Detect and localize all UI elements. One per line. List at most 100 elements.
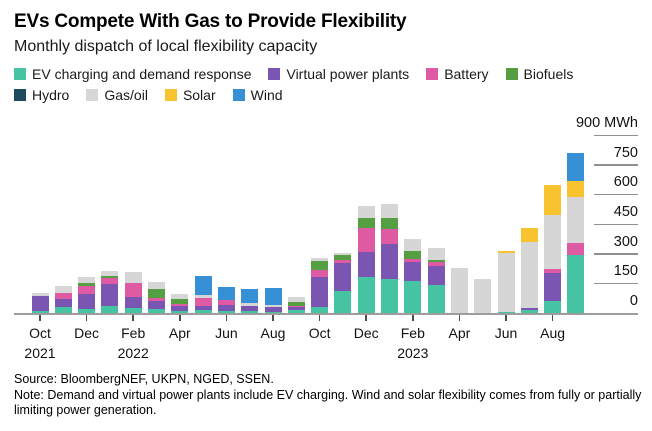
x-tick-month-label: Oct	[29, 325, 51, 341]
bar-segment-virtual-power-plants	[101, 284, 119, 307]
bar-segment-gas-oil	[567, 197, 585, 243]
bar-segment-virtual-power-plants	[404, 261, 422, 282]
bar-segment-solar	[520, 227, 538, 242]
y-tick-label-750: 750	[613, 144, 638, 161]
legend-label: Virtual power plants	[286, 66, 410, 82]
bar-segment-ev-charging-and-demand-response	[497, 312, 515, 313]
bar-segment-battery	[381, 228, 398, 244]
y-tick-line-600	[594, 193, 638, 196]
bar-segment-ev-charging-and-demand-response	[427, 285, 445, 313]
bar-segment-solar	[567, 181, 585, 198]
bar-segment-battery	[567, 242, 585, 255]
bar-segment-battery	[427, 261, 445, 266]
y-tick-label-600: 600	[613, 174, 638, 191]
bar-segment-ev-charging-and-demand-response	[31, 311, 49, 313]
bar-segment-gas-oil	[241, 303, 259, 307]
bar-segment-virtual-power-plants	[520, 308, 538, 311]
bar-segment-ev-charging-and-demand-response	[101, 306, 119, 313]
bar-segment-virtual-power-plants	[54, 299, 72, 308]
bar-segment-virtual-power-plants	[148, 301, 165, 310]
bar-segment-battery	[194, 298, 212, 307]
y-tick-line-450	[594, 223, 638, 225]
legend-item-solar: Solar	[164, 87, 216, 103]
y-tick-line-300	[594, 253, 638, 255]
bar-aug-2023	[544, 185, 562, 313]
legend-label: Wind	[250, 87, 283, 103]
x-tick-aug	[272, 315, 274, 321]
x-tick-jun	[505, 315, 507, 321]
bar-segment-solar	[544, 185, 562, 216]
chart-subtitle: Monthly dispatch of local flexibility ca…	[14, 38, 318, 55]
bar-segment-gas-oil	[264, 305, 282, 308]
bar-segment-virtual-power-plants	[357, 251, 375, 278]
x-tick-month-label: Apr	[448, 325, 471, 341]
x-tick-feb-2023	[412, 315, 414, 321]
bar-segment-wind	[194, 276, 212, 296]
bar-feb-2022	[124, 272, 142, 313]
legend-swatch-ev-charging-and-demand-response	[14, 68, 26, 80]
chart-title: EVs Compete With Gas to Provide Flexibil…	[14, 11, 407, 32]
x-tick-apr	[458, 315, 461, 321]
x-axis-line	[14, 313, 638, 315]
x-tick-year-label: 2023	[397, 345, 429, 361]
bar-segment-gas-oil	[31, 293, 49, 297]
bar-jan-2022	[101, 271, 119, 313]
legend-item-gas-oil: Gas/oil	[86, 87, 148, 103]
bar-segment-virtual-power-plants	[311, 277, 329, 308]
legend-swatch-battery	[426, 68, 439, 80]
bar-segment-gas-oil	[78, 277, 96, 284]
bar-segment-battery	[101, 278, 119, 285]
bar-feb-2023	[404, 238, 422, 313]
bar-segment-gas-oil	[311, 257, 329, 261]
bar-segment-ev-charging-and-demand-response	[357, 277, 375, 313]
bar-segment-gas-oil	[148, 282, 165, 290]
bar-segment-gas-oil	[497, 252, 515, 312]
bar-segment-biofuels	[101, 276, 119, 279]
bar-segment-ev-charging-and-demand-response	[381, 279, 398, 313]
bar-segment-gas-oil	[287, 297, 305, 303]
bar-segment-gas-oil	[334, 252, 352, 255]
bar-sep-2023	[567, 152, 585, 313]
footer: Source: BloombergNEF, UKPN, NGED, SSEN. …	[14, 372, 642, 419]
x-tick-month-label: Dec	[353, 325, 379, 341]
y-tick-label-300: 300	[613, 233, 638, 250]
x-tick-aug	[551, 315, 554, 321]
bar-segment-gas-oil	[427, 247, 445, 260]
bar-segment-wind	[217, 287, 235, 301]
bar-segment-virtual-power-plants	[194, 306, 212, 311]
bar-segment-battery	[217, 300, 235, 306]
bar-nov-2022	[334, 252, 352, 313]
legend-label: Gas/oil	[104, 87, 148, 103]
bar-segment-ev-charging-and-demand-response	[54, 307, 72, 313]
x-tick-month-label: Feb	[121, 325, 146, 341]
bar-segment-gas-oil	[194, 295, 212, 299]
x-tick-year-label: 2021	[24, 345, 56, 361]
bar-segment-virtual-power-plants	[241, 306, 259, 312]
bar-sep-2022	[287, 297, 305, 313]
bar-segment-ev-charging-and-demand-response	[287, 310, 305, 313]
x-tick-dec	[365, 315, 367, 321]
legend-item-wind: Wind	[232, 87, 283, 103]
bar-mar-2023	[427, 247, 445, 313]
bar-segment-solar	[497, 250, 515, 253]
bar-segment-wind	[264, 288, 282, 306]
bar-segment-battery	[334, 259, 352, 263]
bar-segment-ev-charging-and-demand-response	[124, 308, 142, 313]
bar-segment-biofuels	[357, 218, 375, 228]
x-tick-feb-2022	[132, 315, 134, 321]
bar-segment-virtual-power-plants	[264, 307, 282, 312]
x-tick-month-label: Aug	[260, 325, 286, 341]
y-tick-label-0: 0	[629, 293, 638, 309]
bar-segment-gas-oil	[450, 267, 468, 313]
bar-jan-2023	[381, 204, 398, 313]
bar-oct-2021	[31, 293, 49, 313]
bar-segment-virtual-power-plants	[381, 243, 398, 280]
source-text: Source: BloombergNEF, UKPN, NGED, SSEN.	[14, 372, 274, 386]
bar-segment-ev-charging-and-demand-response	[311, 307, 329, 313]
bar-segment-virtual-power-plants	[124, 297, 142, 309]
bar-segment-biofuels	[171, 299, 189, 305]
x-tick-dec	[85, 315, 88, 321]
legend-swatch-hydro	[14, 89, 26, 101]
bar-jul-2023	[520, 227, 538, 313]
